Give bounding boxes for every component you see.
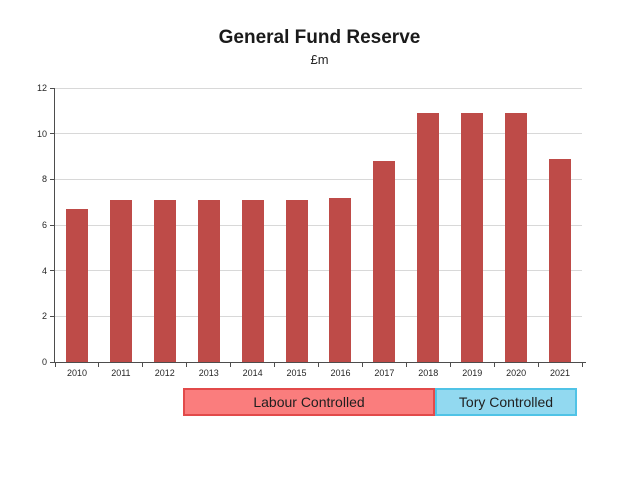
gridline [55, 270, 582, 272]
gridline [55, 315, 582, 317]
chart-title: General Fund Reserve [218, 27, 421, 48]
x-axis-label: 2015 [286, 368, 307, 378]
y-axis-tick [50, 224, 54, 226]
bar-2010 [65, 209, 88, 362]
bar-2016 [329, 197, 352, 362]
x-axis-tick [142, 363, 144, 367]
bar-2015 [285, 199, 308, 362]
bar-2012 [153, 199, 176, 362]
x-axis-tick [274, 363, 276, 367]
x-axis-tick [581, 363, 583, 367]
chart-subtitle: £m [310, 52, 329, 67]
x-axis-tick [230, 363, 232, 367]
x-axis-label: 2021 [550, 368, 571, 378]
x-axis-tick [493, 363, 495, 367]
gridline [55, 178, 582, 180]
x-axis-label: 2013 [198, 368, 219, 378]
labour-controlled-label: Labour Controlled [183, 388, 435, 416]
gridline [55, 133, 582, 135]
x-axis-label: 2019 [462, 368, 483, 378]
y-axis-line [54, 88, 55, 362]
y-axis-tick [50, 178, 54, 180]
y-axis-tick [50, 133, 54, 135]
x-axis-label: 2018 [418, 368, 439, 378]
x-axis-label: 2017 [374, 368, 395, 378]
x-axis-tick [186, 363, 188, 367]
x-axis-tick [361, 363, 363, 367]
bar-2011 [109, 199, 132, 362]
x-axis-tick [318, 363, 319, 367]
bar-2013 [197, 199, 220, 362]
y-axis-label: 12 [36, 83, 47, 93]
x-axis-tick [98, 363, 100, 367]
labour-controlled-text: Labour Controlled [253, 394, 365, 410]
x-axis-label: 2010 [66, 368, 87, 378]
bar-chart: 0 2 4 6 8 10 12 2010 2011 2012 2013 2014 2015 2016 201… [37, 83, 586, 378]
y-axis-tick [50, 361, 54, 363]
bar-2020 [505, 113, 528, 362]
y-axis-label: 0 [41, 357, 47, 367]
gridline [55, 87, 582, 89]
y-axis-tick [50, 270, 54, 272]
y-axis-tick [50, 87, 54, 89]
x-axis-tick [537, 363, 539, 367]
tory-controlled-label: Tory Controlled [435, 388, 577, 416]
x-axis-label: 2011 [111, 368, 131, 378]
x-axis-label: 2016 [330, 368, 351, 378]
bar-2019 [461, 113, 484, 362]
bar-2017 [373, 161, 396, 362]
x-axis-tick [54, 363, 56, 367]
gridline [55, 224, 582, 226]
y-axis-label: 6 [41, 220, 47, 230]
bar-2018 [417, 113, 440, 362]
y-axis-label: 8 [41, 174, 47, 185]
bar-2021 [549, 158, 572, 362]
y-axis-tick [50, 315, 54, 317]
bar-2014 [241, 199, 264, 362]
tory-controlled-text: Tory Controlled [458, 394, 554, 410]
x-axis-tick [449, 363, 451, 367]
y-axis-label: 10 [36, 128, 47, 139]
y-axis-label: 4 [41, 265, 47, 276]
x-axis-label: 2012 [154, 368, 175, 378]
y-axis-label: 2 [41, 311, 47, 322]
x-axis-line [54, 362, 586, 363]
x-axis-label: 2020 [506, 368, 527, 378]
x-axis-tick [405, 363, 407, 367]
x-axis-label: 2014 [242, 368, 263, 378]
